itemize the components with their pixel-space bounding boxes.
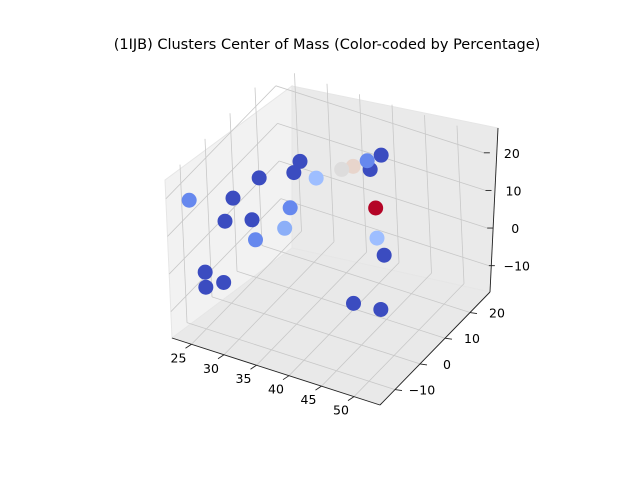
x-gridline-floor [321,272,432,387]
y-tick-mark [469,312,478,314]
data-point [359,153,375,169]
data-point [376,247,392,263]
data-point [216,274,232,290]
data-point [251,170,267,186]
data-point [248,232,263,248]
z-gridline-left [170,198,282,312]
x-axis-line [171,337,381,406]
data-point [244,212,260,228]
x-tick-mark [282,375,290,381]
data-point [181,192,197,208]
y-axis-line [379,291,491,406]
z-tick-label: −10 [504,259,530,274]
data-points [181,147,392,317]
x-tick-label: 40 [268,382,284,397]
x-tick-mark [315,385,322,391]
y-gridline-floor [211,296,421,365]
data-point [277,220,293,236]
y-tick-mark [394,389,403,392]
z-tick-label: 20 [504,146,520,161]
x-tick-label: 35 [236,371,252,386]
data-point [292,153,308,169]
y-tick-label: 10 [464,331,480,346]
z-gridline-back [275,85,484,154]
y-tick-label: 0 [443,357,451,372]
y-gridline-floor [236,270,446,339]
data-point [369,230,385,246]
x-tick-mark [250,364,257,370]
data-point [373,147,389,163]
x-tick-mark [185,343,192,349]
z-axis-line [489,127,499,293]
x-gridline-floor [288,262,400,376]
y-gridline-floor [186,322,396,390]
data-point [346,295,361,311]
y-tick-label: −10 [409,383,435,398]
y-tick-label: 20 [489,306,505,321]
z-gridline-left [165,85,277,200]
y-tick-mark [444,337,453,340]
x-gridline-floor [223,241,335,356]
x-gridline-floor [353,283,465,397]
data-point [334,161,350,177]
data-point [286,165,302,181]
z-gridline-back [280,198,489,267]
z-gridline-left [167,123,278,237]
y-tick-mark [419,363,428,366]
data-point [308,170,324,186]
z-tick-label: 10 [506,183,522,198]
x-tick-label: 45 [301,392,317,407]
axis-lines [171,127,499,406]
data-point [197,264,213,280]
data-point [217,213,233,229]
x-gridline-floor [256,251,367,366]
data-point [368,200,384,216]
x-tick-mark [347,396,355,401]
y-axis-ticks: −10 0 10 20 [394,306,505,398]
x-tick-label: 25 [171,350,187,365]
x-tick-label: 30 [203,361,219,376]
chart-title: (1IJB) Clusters Center of Mass (Color-co… [114,37,541,53]
x-tick-mark [217,354,225,360]
data-point [282,200,298,216]
x-tick-label: 50 [333,403,349,418]
data-point [225,190,241,206]
data-point [198,279,214,295]
x-gridline-floor [191,231,302,345]
z-axis-ticks: −10 0 10 20 [483,146,530,274]
z-tick-label: 0 [511,221,519,236]
data-point [345,158,361,174]
x-axis-ticks: 25 30 35 40 45 50 [171,343,355,418]
y-gridline-floor [261,245,471,313]
data-point [373,301,389,317]
